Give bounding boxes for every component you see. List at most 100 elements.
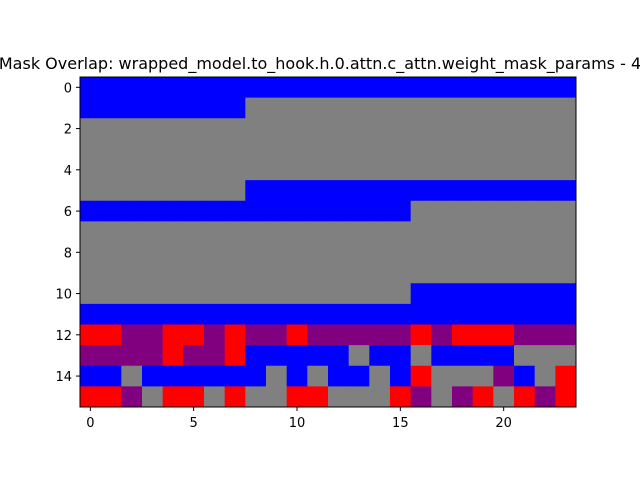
heatmap-cell [266, 365, 288, 387]
heatmap-cell [183, 159, 205, 181]
heatmap-cell [472, 221, 494, 243]
heatmap-cell [493, 283, 515, 305]
heatmap-cell [555, 324, 577, 346]
heatmap-cell [390, 242, 412, 264]
heatmap-cell [452, 283, 474, 305]
heatmap-cell [162, 345, 184, 367]
heatmap-cell [245, 365, 267, 387]
heatmap-cell [142, 345, 164, 367]
heatmap-cell [514, 159, 536, 181]
y-tick-label: 6 [64, 205, 72, 220]
heatmap-cell [369, 118, 391, 140]
heatmap-cell [390, 365, 412, 387]
heatmap-cell [410, 159, 432, 181]
heatmap-cell [266, 345, 288, 367]
heatmap-cell [369, 159, 391, 181]
heatmap-cell [328, 221, 350, 243]
heatmap-cell [369, 180, 391, 202]
heatmap-cell [472, 97, 494, 119]
x-tick-label: 20 [495, 416, 512, 431]
heatmap-cell [204, 200, 226, 222]
heatmap-cell [472, 200, 494, 222]
heatmap-cell [204, 303, 226, 325]
heatmap-cell [245, 345, 267, 367]
heatmap-cell [348, 97, 370, 119]
heatmap-cell [390, 324, 412, 346]
heatmap-cell [142, 365, 164, 387]
heatmap-cell [328, 242, 350, 264]
heatmap-cell [555, 283, 577, 305]
heatmap-cell [204, 262, 226, 284]
heatmap-cell [142, 159, 164, 181]
heatmap-cell [534, 324, 556, 346]
heatmap-cell [328, 324, 350, 346]
heatmap-cell [369, 345, 391, 367]
heatmap-cell [472, 324, 494, 346]
heatmap-cell [410, 77, 432, 99]
heatmap-cell [493, 138, 515, 160]
heatmap-cell [390, 118, 412, 140]
heatmap-cell [534, 159, 556, 181]
heatmap-cell [514, 180, 536, 202]
heatmap-cell [369, 283, 391, 305]
heatmap-cell [410, 303, 432, 325]
heatmap-cell [452, 345, 474, 367]
heatmap-cell [431, 159, 453, 181]
heatmap-cell [100, 303, 122, 325]
heatmap-cell [493, 345, 515, 367]
heatmap-cell [514, 221, 536, 243]
heatmap-cell [307, 386, 329, 408]
heatmap-cell [452, 303, 474, 325]
heatmap-cell [514, 262, 536, 284]
y-tick-label: 0 [64, 81, 72, 96]
heatmap-cell [348, 365, 370, 387]
heatmap-cell [204, 180, 226, 202]
heatmap-cell [100, 200, 122, 222]
heatmap-cell [410, 262, 432, 284]
heatmap-cell [348, 77, 370, 99]
heatmap-cell [142, 324, 164, 346]
heatmap-cell [286, 303, 308, 325]
heatmap-cell [100, 118, 122, 140]
heatmap-cell [348, 180, 370, 202]
heatmap-cell [224, 118, 246, 140]
heatmap-cell [286, 200, 308, 222]
heatmap-cell [431, 365, 453, 387]
heatmap-cell [431, 221, 453, 243]
heatmap-cell [431, 138, 453, 160]
heatmap-cell [514, 200, 536, 222]
heatmap-cell [142, 283, 164, 305]
heatmap-cell [100, 221, 122, 243]
heatmap-cell [534, 221, 556, 243]
heatmap-cell [514, 97, 536, 119]
heatmap-cell [266, 221, 288, 243]
heatmap-cell [266, 262, 288, 284]
heatmap-cell [245, 242, 267, 264]
heatmap-cell [452, 138, 474, 160]
heatmap-cell [286, 242, 308, 264]
heatmap-cell [493, 118, 515, 140]
heatmap-cell [328, 283, 350, 305]
heatmap-cell [245, 97, 267, 119]
heatmap-cell [431, 303, 453, 325]
heatmap-cell [307, 303, 329, 325]
heatmap-cell [369, 386, 391, 408]
heatmap-cell [410, 324, 432, 346]
heatmap-cell [534, 77, 556, 99]
heatmap-cell [183, 324, 205, 346]
heatmap-cell [493, 97, 515, 119]
heatmap-cell [307, 180, 329, 202]
heatmap-cell [431, 324, 453, 346]
heatmap-cell [224, 324, 246, 346]
heatmap-cell [224, 77, 246, 99]
heatmap-cell [286, 159, 308, 181]
heatmap-cell [245, 180, 267, 202]
heatmap-cell [328, 345, 350, 367]
heatmap-cell [80, 283, 102, 305]
heatmap-cell [80, 221, 102, 243]
chart-title: Mask Overlap: wrapped_model.to_hook.h.0.… [0, 54, 640, 74]
heatmap-cell [514, 283, 536, 305]
heatmap-cell [307, 283, 329, 305]
heatmap-cell [410, 386, 432, 408]
heatmap-cell [534, 262, 556, 284]
